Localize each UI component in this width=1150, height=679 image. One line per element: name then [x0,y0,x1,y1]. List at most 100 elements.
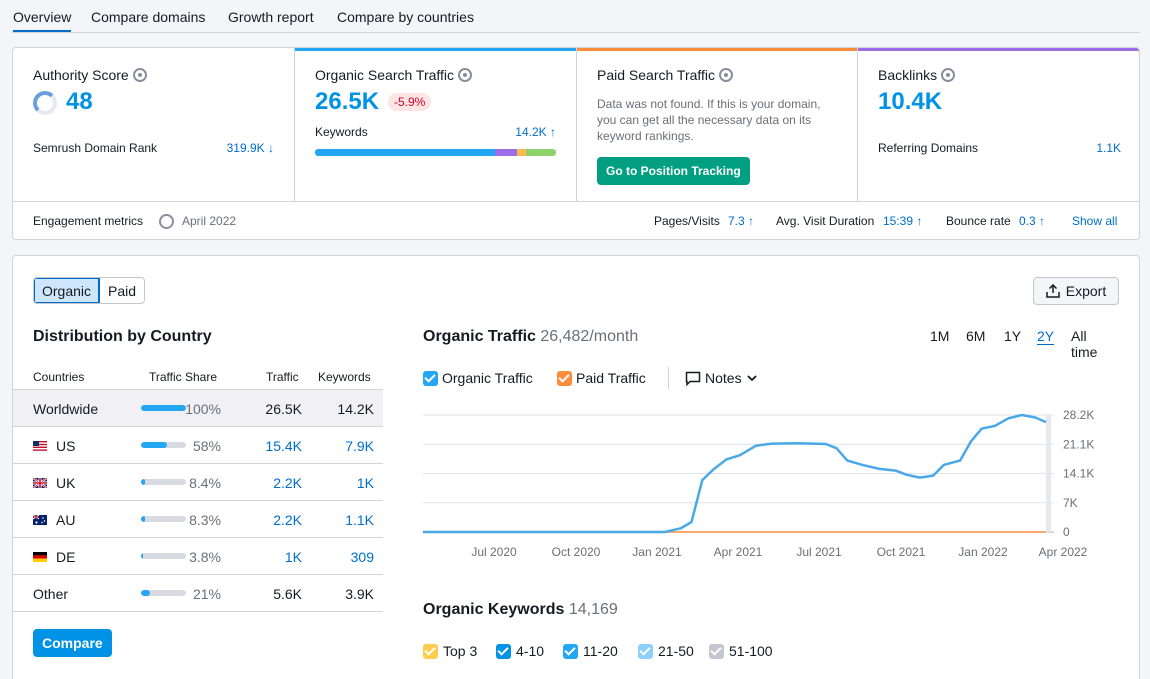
compare-button[interactable]: Compare [33,629,112,657]
col-traffic[interactable]: Traffic [266,370,299,384]
traffic-share-value: 3.8% [189,549,221,565]
keywords-value[interactable]: 1K [356,475,374,491]
info-icon[interactable] [458,68,473,82]
domain-rank-value[interactable]: 319.9K ↓ [226,141,274,155]
tab-growth-report[interactable]: Growth report [228,9,314,25]
traffic-value[interactable]: 2.2K [273,475,302,491]
show-all-link[interactable]: Show all [1072,214,1118,228]
x-tick-label: Jul 2021 [796,545,842,559]
table-row[interactable]: AU 8.3% 2.2K 1.1K [13,501,383,538]
keywords-value[interactable]: 309 [350,549,374,565]
keywords-legend-21-50[interactable]: 21-50 [638,643,694,659]
traffic-value[interactable]: 2.2K [273,512,302,528]
pages-visits-label: Pages/Visits [654,214,720,228]
organic-traffic-value[interactable]: 26.5K [315,88,380,115]
keywords-value[interactable]: 1.1K [345,512,374,528]
keywords-value[interactable]: 14.2K ↑ [515,125,556,139]
keywords-legend-51-100[interactable]: 51-100 [709,643,773,659]
visit-duration-label: Avg. Visit Duration [776,214,875,228]
info-icon[interactable] [132,68,147,82]
backlinks-widget: Backlinks 10.4K Referring Domains 1.1K [858,48,1139,201]
legend-organic-traffic[interactable]: Organic Traffic [423,370,533,386]
range-1y[interactable]: 1Y [1004,328,1022,344]
keywords-value[interactable]: 7.9K [345,438,374,454]
table-row[interactable]: US 58% 15.4K 7.9K [13,427,383,464]
engagement-label: Engagement metrics [33,214,144,228]
keywords-legend-label: 51-100 [729,643,773,659]
paid-traffic-title[interactable]: Paid Search Traffic [597,67,734,83]
traffic-share-value: 58% [192,438,221,454]
traffic-value[interactable]: 1K [284,549,302,565]
table-row[interactable]: Worldwide 100% 26.5K 14.2K [13,390,383,427]
range-all-time[interactable]: All time [1071,328,1098,360]
keywords-title-label: Organic Keywords [423,601,565,618]
visit-duration-value: 15:39 ↑ [883,214,923,228]
traffic-share-value: 21% [192,586,221,602]
paid-toggle-button[interactable]: Paid [108,283,137,299]
notes-dropdown[interactable]: Notes [685,370,758,386]
keywords-legend-label: 21-50 [658,643,694,659]
range-1m[interactable]: 1M [930,328,950,344]
country-name: AU [56,512,76,528]
keywords-distribution-bar [315,149,556,156]
referring-domains-value[interactable]: 1.1K [1096,141,1121,155]
keywords-legend-top-3[interactable]: Top 3 [423,643,477,659]
organic-traffic-chart[interactable]: 28.2K 21.1K 14.1K 7K 0 Jul 2020 Oct 2020 Jan 20… [423,404,1123,564]
keywords-legend-label: 11-20 [583,643,618,659]
info-icon[interactable] [941,68,956,82]
export-label: Export [1065,283,1107,299]
nav-divider [12,32,1140,33]
range-2y[interactable]: 2Y [1037,328,1055,345]
domain-rank-label: Semrush Domain Rank [33,141,158,155]
col-traffic-share[interactable]: Traffic Share [149,370,218,384]
country-name: US [56,438,76,454]
authority-score-value: 48 [66,88,93,115]
backlinks-value[interactable]: 10.4K [878,88,943,115]
export-button[interactable]: Export [1033,277,1119,305]
col-keywords[interactable]: Keywords [318,370,371,384]
legend-paid-traffic[interactable]: Paid Traffic [557,370,646,386]
traffic-value[interactable]: 15.4K [265,438,302,454]
tab-compare-domains[interactable]: Compare domains [91,9,206,25]
organic-traffic-label: Organic Search Traffic [315,67,455,83]
top-navigation: Overview Compare domains Growth report C… [0,0,1150,34]
y-tick-label: 28.2K [1063,408,1094,422]
info-icon[interactable] [719,68,734,82]
x-tick-label: Apr 2021 [714,545,763,559]
checkbox-checked-icon [423,643,438,659]
backlinks-title[interactable]: Backlinks [878,67,956,83]
organic-change-badge: -5.9% [388,93,432,111]
distribution-title: Distribution by Country [33,328,212,345]
range-6m[interactable]: 6M [966,328,986,344]
chart-title-value: 26,482/month [540,328,639,345]
notes-icon [685,371,701,386]
paid-traffic-widget: Paid Search Traffic Data was not found. … [577,48,858,201]
authority-score-title[interactable]: Authority Score [33,67,147,83]
go-to-position-tracking-button[interactable]: Go to Position Tracking [597,157,750,185]
table-row[interactable]: DE 3.8% 1K 309 [13,538,383,575]
table-row[interactable]: UK 8.4% 2.2K 1K [13,464,383,501]
engagement-metrics-row: Engagement metrics April 2022 Pages/Visi… [13,201,1139,239]
legend-paid-label: Paid Traffic [576,370,646,386]
summary-card: Authority Score 48 Semrush Domain Rank 3… [12,47,1140,240]
notes-label: Notes [705,370,742,386]
y-tick-label: 0 [1063,525,1070,539]
referring-domains-label: Referring Domains [878,141,979,155]
tab-overview[interactable]: Overview [13,9,72,32]
organic-traffic-title[interactable]: Organic Search Traffic [315,67,473,83]
globe-icon [159,214,174,229]
keywords-legend-label: Top 3 [443,643,478,659]
col-countries[interactable]: Countries [33,370,85,384]
keywords-legend-4-10[interactable]: 4-10 [496,643,544,659]
paid-accent-bar [577,48,857,51]
traffic-share-value: 100% [185,401,221,417]
traffic-share-value: 8.4% [189,475,221,491]
country-name: DE [56,549,76,565]
table-row[interactable]: Other 21% 5.6K 3.9K [13,575,383,612]
keywords-legend-11-20[interactable]: 11-20 [563,643,618,659]
country-name: Other [33,586,69,602]
bounce-rate-value: 0.3 ↑ [1019,214,1046,228]
tab-compare-by-countries[interactable]: Compare by countries [337,9,474,25]
organic-toggle-button[interactable]: Organic [34,278,101,303]
country-name: Worldwide [33,401,99,417]
